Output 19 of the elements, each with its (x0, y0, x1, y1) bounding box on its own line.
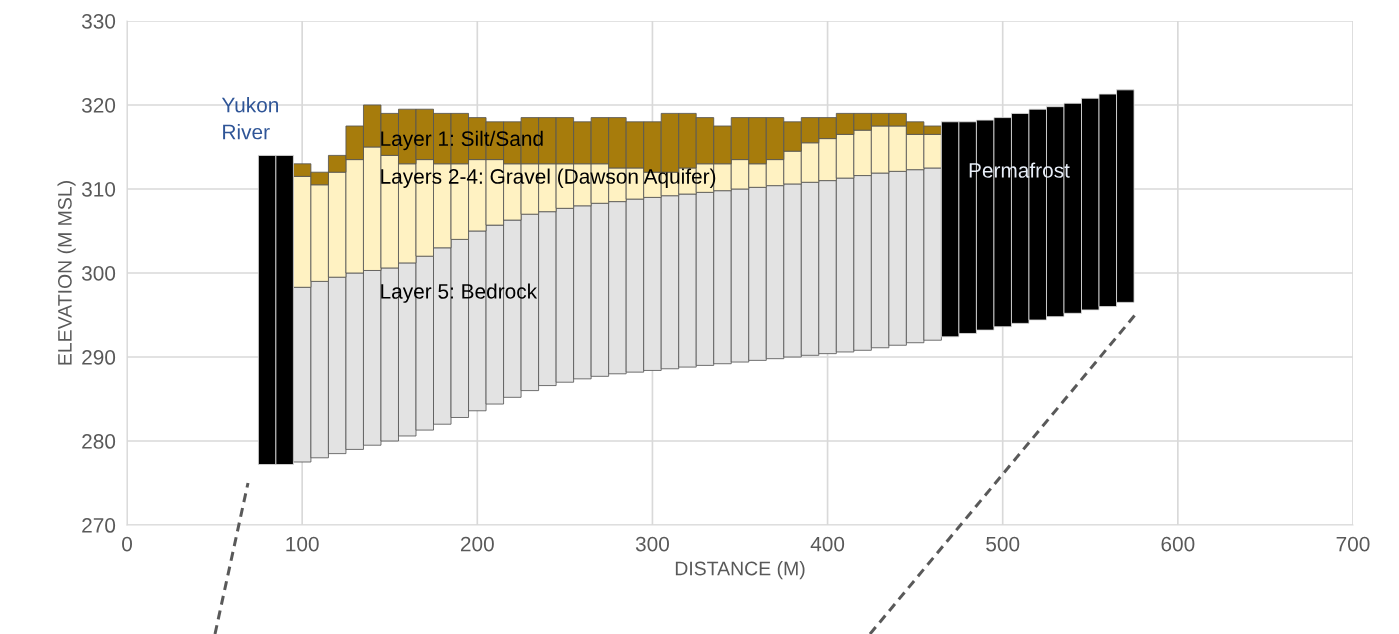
x-tick-label: 500 (986, 536, 1020, 552)
x-tick-label: 200 (460, 536, 494, 552)
y-axis-title: ELEVATION (M MSL) (57, 181, 76, 365)
x-axis-title: DISTANCE (M) (675, 561, 805, 580)
y-tick-label: 320 (81, 97, 116, 113)
y-tick-label: 310 (81, 182, 116, 197)
x-tick-label: 600 (1161, 536, 1195, 552)
x-tick-label: 400 (810, 536, 845, 552)
annotation: Layer 1: Silt/Sand (381, 130, 543, 151)
x-tick-label: 0 (122, 536, 133, 552)
y-tick-label: 270 (82, 518, 116, 533)
y-tick-label: 300 (81, 266, 116, 281)
x-tick-label: 700 (1336, 536, 1370, 552)
y-tick-label: 290 (82, 350, 116, 365)
x-tick-label: 100 (286, 536, 319, 552)
x-tick-label: 300 (635, 536, 669, 552)
y-tick-label: 280 (82, 434, 116, 449)
y-tick-label: 330 (81, 13, 116, 29)
annotation: Yukon River (221, 97, 278, 140)
